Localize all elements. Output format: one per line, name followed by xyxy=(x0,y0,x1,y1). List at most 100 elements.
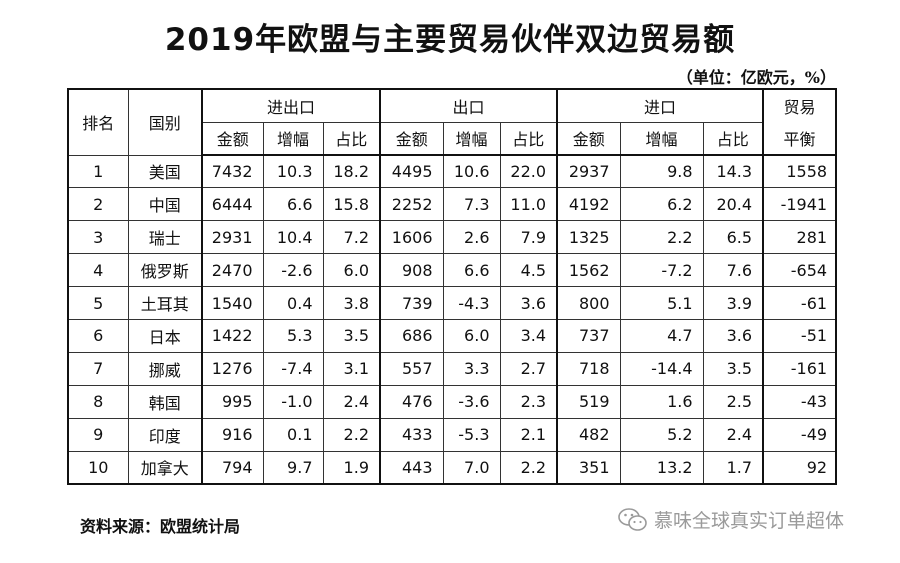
cell-country: 瑞士 xyxy=(127,220,203,255)
header-row-top: 排名 国别 进出口 出口 进口 贸易 xyxy=(67,88,837,156)
cell-rank: 1 xyxy=(67,154,129,189)
cell-import-growth: 6.2 xyxy=(619,187,704,222)
cell-country: 中国 xyxy=(127,187,203,222)
cell-balance: 281 xyxy=(762,220,837,255)
cell-total-amount: 1422 xyxy=(201,318,264,353)
cell-export-growth: 6.6 xyxy=(442,253,501,288)
cell-total-growth: 10.4 xyxy=(262,220,324,255)
cell-total-share: 3.5 xyxy=(322,318,381,353)
cell-total-growth: -1.0 xyxy=(262,384,324,419)
header-import-share: 占比 xyxy=(702,121,764,156)
table-row: 9 印度 916 0.1 2.2 433 -5.3 2.1 482 5.2 2.4 -49 xyxy=(67,417,837,452)
header-import: 进口 xyxy=(556,88,764,123)
cell-balance: -654 xyxy=(762,253,837,288)
cell-balance: -43 xyxy=(762,384,837,419)
cell-export-growth: -4.3 xyxy=(442,286,501,320)
cell-import-amount: 737 xyxy=(556,318,621,353)
cell-import-share: 6.5 xyxy=(702,220,764,255)
cell-balance: -161 xyxy=(762,351,837,386)
cell-import-share: 3.9 xyxy=(702,286,764,320)
header-country: 国别 xyxy=(127,88,203,156)
header-export-share: 占比 xyxy=(499,121,558,156)
cell-balance: -51 xyxy=(762,318,837,353)
cell-total-amount: 7432 xyxy=(201,154,264,189)
cell-balance: -1941 xyxy=(762,187,837,222)
cell-export-growth: 2.6 xyxy=(442,220,501,255)
cell-import-share: 20.4 xyxy=(702,187,764,222)
cell-export-growth: 7.0 xyxy=(442,450,501,485)
page-title: 2019年欧盟与主要贸易伙伴双边贸易额 xyxy=(164,22,736,58)
cell-country: 土耳其 xyxy=(127,286,203,320)
cell-total-amount: 995 xyxy=(201,384,264,419)
cell-total-growth: 6.6 xyxy=(262,187,324,222)
cell-total-share: 2.2 xyxy=(322,417,381,452)
table-row: 2 中国 6444 6.6 15.8 2252 7.3 11.0 4192 6.2 20.4 -194… xyxy=(67,187,837,222)
cell-import-growth: 13.2 xyxy=(619,450,704,485)
cell-import-share: 2.5 xyxy=(702,384,764,419)
cell-rank: 4 xyxy=(67,253,129,288)
table-row: 3 瑞士 2931 10.4 7.2 1606 2.6 7.9 1325 2.2 6.5 281 xyxy=(67,220,837,255)
cell-export-growth: 3.3 xyxy=(442,351,501,386)
cell-export-share: 3.4 xyxy=(499,318,558,353)
cell-total-growth: -7.4 xyxy=(262,351,324,386)
cell-total-growth: 0.4 xyxy=(262,286,324,320)
wechat-icon xyxy=(618,507,647,531)
header-total: 进出口 xyxy=(201,88,381,123)
cell-rank: 6 xyxy=(67,318,129,353)
cell-import-amount: 2937 xyxy=(556,154,621,189)
cell-import-amount: 1562 xyxy=(556,253,621,288)
cell-total-share: 3.8 xyxy=(322,286,381,320)
cell-export-amount: 908 xyxy=(379,253,444,288)
cell-total-growth: -2.6 xyxy=(262,253,324,288)
source-note: 资料来源：欧盟统计局 xyxy=(80,517,241,536)
cell-export-amount: 476 xyxy=(379,384,444,419)
table-row: 6 日本 1422 5.3 3.5 686 6.0 3.4 737 4.7 3.6 -51 xyxy=(67,318,837,353)
cell-rank: 10 xyxy=(67,450,129,485)
cell-rank: 5 xyxy=(67,286,129,320)
cell-import-growth: 5.1 xyxy=(619,286,704,320)
header-import-amount: 金额 xyxy=(556,121,621,156)
cell-import-amount: 482 xyxy=(556,417,621,452)
cell-total-growth: 0.1 xyxy=(262,417,324,452)
cell-total-amount: 2470 xyxy=(201,253,264,288)
cell-rank: 8 xyxy=(67,384,129,419)
cell-export-share: 2.1 xyxy=(499,417,558,452)
cell-export-growth: -5.3 xyxy=(442,417,501,452)
cell-total-growth: 10.3 xyxy=(262,154,324,189)
header-balance-line2: 平衡 xyxy=(762,122,837,156)
cell-export-share: 11.0 xyxy=(499,187,558,222)
table-body: 1 美国 7432 10.3 18.2 4495 10.6 22.0 2937 9.8 14.3 15… xyxy=(67,154,837,485)
cell-import-amount: 519 xyxy=(556,384,621,419)
cell-export-share: 3.6 xyxy=(499,286,558,320)
table-row: 10 加拿大 794 9.7 1.9 443 7.0 2.2 351 13.2 1.7 92 xyxy=(67,450,837,485)
cell-export-amount: 2252 xyxy=(379,187,444,222)
cell-export-amount: 739 xyxy=(379,286,444,320)
cell-import-growth: -7.2 xyxy=(619,253,704,288)
cell-import-amount: 351 xyxy=(556,450,621,485)
cell-total-share: 1.9 xyxy=(322,450,381,485)
cell-rank: 7 xyxy=(67,351,129,386)
cell-country: 日本 xyxy=(127,318,203,353)
cell-export-growth: -3.6 xyxy=(442,384,501,419)
cell-import-growth: 5.2 xyxy=(619,417,704,452)
cell-import-share: 3.5 xyxy=(702,351,764,386)
cell-total-growth: 5.3 xyxy=(262,318,324,353)
cell-import-share: 1.7 xyxy=(702,450,764,485)
cell-export-share: 2.3 xyxy=(499,384,558,419)
cell-rank: 9 xyxy=(67,417,129,452)
cell-balance: -61 xyxy=(762,286,837,320)
cell-export-amount: 4495 xyxy=(379,154,444,189)
cell-import-amount: 718 xyxy=(556,351,621,386)
cell-balance: 1558 xyxy=(762,154,837,189)
header-total-growth: 增幅 xyxy=(262,121,324,156)
table-row: 1 美国 7432 10.3 18.2 4495 10.6 22.0 2937 9.8 14.3 15… xyxy=(67,154,837,189)
cell-export-share: 2.7 xyxy=(499,351,558,386)
cell-import-growth: 4.7 xyxy=(619,318,704,353)
cell-export-amount: 443 xyxy=(379,450,444,485)
cell-total-amount: 916 xyxy=(201,417,264,452)
table-row: 5 土耳其 1540 0.4 3.8 739 -4.3 3.6 800 5.1 3.9 -61 xyxy=(67,286,837,320)
cell-balance: -49 xyxy=(762,417,837,452)
cell-export-amount: 433 xyxy=(379,417,444,452)
cell-export-growth: 7.3 xyxy=(442,187,501,222)
cell-country: 韩国 xyxy=(127,384,203,419)
